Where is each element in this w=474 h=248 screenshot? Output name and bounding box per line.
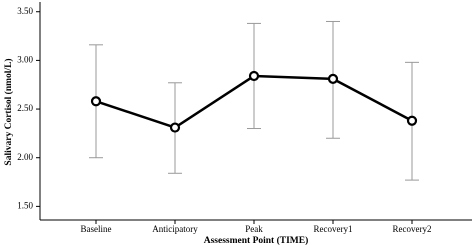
y-tick-label: 2.50 (17, 103, 33, 113)
marker (327, 73, 339, 84)
marker (248, 70, 260, 82)
x-tick-label: Baseline (81, 224, 112, 234)
y-tick-label: 1.50 (17, 200, 33, 210)
y-tick-label: 3.00 (17, 54, 33, 64)
x-axis-title: Assessment Point (TIME) (204, 235, 309, 246)
y-axis-title: Salivary Cortisol (nmol/L) (3, 58, 14, 165)
x-tick-label: Peak (245, 224, 263, 234)
y-tick-label: 3.50 (17, 6, 33, 16)
x-tick-label: Recovery2 (393, 224, 432, 234)
y-tick-label: 2.00 (17, 152, 33, 162)
marker (169, 122, 181, 133)
x-tick-label: Anticipatory (152, 224, 198, 234)
x-tick-label: Recovery1 (314, 224, 353, 234)
marker (406, 115, 418, 126)
marker (90, 96, 102, 107)
